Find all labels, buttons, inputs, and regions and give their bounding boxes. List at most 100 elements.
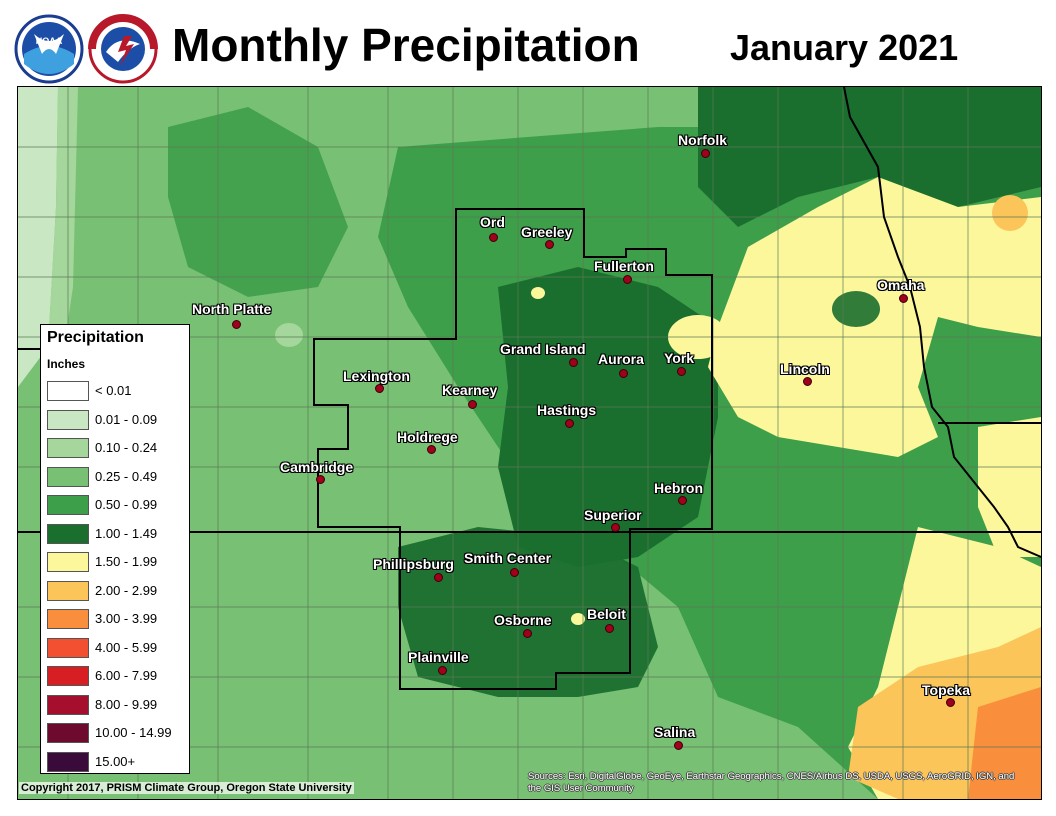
- spot-south-west: [218, 497, 298, 637]
- city-dot-omaha[interactable]: [899, 294, 908, 303]
- city-label-greeley: Greeley: [521, 224, 573, 240]
- city-label-york: York: [664, 350, 695, 366]
- legend-swatch: [47, 381, 89, 401]
- legend-label: 0.50 - 0.99: [95, 497, 158, 512]
- city-label-beloit: Beloit: [587, 606, 626, 622]
- city-label-north-platte: North Platte: [192, 301, 272, 317]
- legend-item: 6.00 - 7.99: [47, 666, 187, 686]
- legend-label: < 0.01: [95, 383, 132, 398]
- region-west-mid: [48, 87, 78, 387]
- city-dot-phillipsburg[interactable]: [434, 573, 443, 582]
- city-dot-norfolk[interactable]: [701, 149, 710, 158]
- city-dot-beloit[interactable]: [605, 624, 614, 633]
- legend-item: 1.00 - 1.49: [47, 523, 187, 544]
- city-label-plainville: Plainville: [408, 649, 469, 665]
- legend-swatch: [47, 438, 89, 458]
- legend-item: 3.00 - 3.99: [47, 609, 187, 629]
- legend-item: 0.10 - 0.24: [47, 438, 187, 458]
- city-label-lexington: Lexington: [343, 368, 410, 384]
- legend-item: 0.01 - 0.09: [47, 409, 187, 430]
- city-label-holdrege: Holdrege: [397, 429, 458, 445]
- legend-title: Precipitation: [47, 329, 144, 346]
- legend-label: 0.25 - 0.49: [95, 468, 158, 484]
- city-label-salina: Salina: [654, 724, 696, 740]
- region-west-light: [18, 87, 58, 387]
- city-dot-york[interactable]: [677, 367, 686, 376]
- legend-label: 2.00 - 2.99: [95, 582, 158, 598]
- nws-logo: [88, 14, 158, 84]
- forecast-office-boundary: [313, 208, 713, 690]
- legend-label: 6.00 - 7.99: [95, 668, 158, 683]
- city-dot-lincoln[interactable]: [803, 377, 812, 386]
- spot-omaha-orange: [992, 195, 1028, 231]
- legend-swatch: [47, 723, 89, 743]
- legend-label: 8.00 - 9.99: [95, 696, 158, 712]
- legend-swatch: [47, 637, 89, 658]
- city-dot-aurora[interactable]: [619, 369, 628, 378]
- city-dot-north-platte[interactable]: [232, 320, 241, 329]
- city-dot-holdrege[interactable]: [427, 445, 436, 454]
- city-label-kearney: Kearney: [442, 382, 498, 398]
- legend-item: 8.00 - 9.99: [47, 694, 187, 715]
- legend-item: 10.00 - 14.99: [47, 723, 187, 743]
- legend-swatch: [47, 751, 89, 772]
- city-dot-plainville[interactable]: [438, 666, 447, 675]
- city-label-omaha: Omaha: [877, 277, 925, 293]
- region-northeast-heavy: [698, 87, 1041, 227]
- legend-item: 0.25 - 0.49: [47, 466, 187, 487]
- city-label-hastings: Hastings: [537, 402, 597, 418]
- city-dot-smith-center[interactable]: [510, 568, 519, 577]
- city-dot-greeley[interactable]: [545, 240, 554, 249]
- state-border-missouri-river: [843, 87, 1041, 558]
- legend-swatch: [47, 523, 89, 544]
- legend-swatch: [47, 609, 89, 629]
- legend-swatch: [47, 466, 89, 487]
- city-label-osborne: Osborne: [494, 612, 552, 628]
- legend-swatch: [47, 495, 89, 515]
- city-label-hebron: Hebron: [654, 480, 703, 496]
- city-dot-hebron[interactable]: [678, 496, 687, 505]
- header: NOAA Monthly Precipitation January 2021: [0, 0, 1056, 84]
- legend-item: 1.50 - 1.99: [47, 552, 187, 572]
- legend-label: 15.00+: [95, 753, 136, 769]
- spot-lincoln-green: [832, 291, 880, 327]
- city-dot-lexington[interactable]: [375, 384, 384, 393]
- city-label-superior: Superior: [584, 507, 642, 523]
- legend-item: 2.00 - 2.99: [47, 580, 187, 601]
- city-dot-fullerton[interactable]: [623, 275, 632, 284]
- legend-label: 10.00 - 14.99: [95, 725, 172, 740]
- legend-units: Inches: [47, 357, 86, 371]
- copyright: Copyright 2017, PRISM Climate Group, Ore…: [19, 782, 354, 794]
- spot-ord-yellow: [531, 287, 545, 299]
- legend-label: 1.00 - 1.49: [95, 525, 158, 541]
- city-label-cambridge: Cambridge: [280, 459, 354, 475]
- legend-label: 1.50 - 1.99: [95, 554, 158, 569]
- city-dot-ord[interactable]: [489, 233, 498, 242]
- city-dot-topeka[interactable]: [946, 698, 955, 707]
- city-label-topeka: Topeka: [922, 682, 970, 698]
- noaa-logo: NOAA: [14, 14, 84, 84]
- city-dot-grand-island[interactable]: [569, 358, 578, 367]
- month-label: January 2021: [730, 27, 959, 68]
- city-dot-hastings[interactable]: [565, 419, 574, 428]
- city-label-lincoln: Lincoln: [780, 361, 830, 377]
- svg-text:NOAA: NOAA: [36, 36, 63, 46]
- spot-light-west: [275, 323, 303, 347]
- region-east-light: [978, 417, 1041, 557]
- region-far-southeast: [968, 687, 1041, 799]
- city-dot-superior[interactable]: [611, 523, 620, 532]
- region-central-west: [168, 107, 348, 297]
- city-label-fullerton: Fullerton: [594, 258, 654, 274]
- city-dot-cambridge[interactable]: [316, 475, 325, 484]
- legend-item: 15.00+: [47, 751, 187, 772]
- spot-beloit-yellow: [571, 613, 585, 625]
- city-dot-kearney[interactable]: [468, 400, 477, 409]
- city-dot-salina[interactable]: [674, 741, 683, 750]
- legend-swatch: [47, 666, 89, 686]
- legend-swatch: [47, 694, 89, 715]
- city-label-phillipsburg: Phillipsburg: [373, 556, 454, 572]
- city-dot-osborne[interactable]: [523, 629, 532, 638]
- legend-item: 4.00 - 5.99: [47, 637, 187, 658]
- legend-label: 3.00 - 3.99: [95, 611, 158, 626]
- legend-item: 0.50 - 0.99: [47, 495, 187, 515]
